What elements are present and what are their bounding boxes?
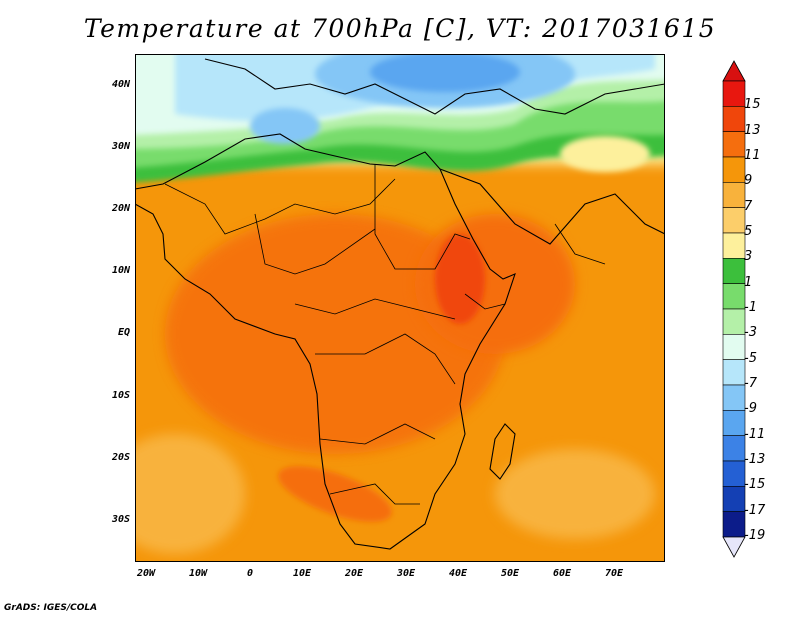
legend-label: -15	[744, 477, 766, 493]
lon-label-40e: 40E	[448, 568, 468, 579]
coastlines	[135, 58, 665, 550]
lon-label-0: 0	[246, 568, 254, 579]
lon-label-50e: 50E	[500, 568, 520, 579]
legend-swatch	[722, 435, 746, 462]
legend-label: -3	[744, 325, 757, 341]
border	[315, 333, 456, 385]
legend-swatch	[722, 182, 746, 208]
legend-label: 15	[744, 97, 761, 113]
legend-label: -19	[744, 528, 766, 543]
border	[294, 298, 456, 320]
legend-swatch	[722, 511, 746, 538]
legend-swatch	[722, 308, 746, 335]
legend-swatch	[722, 460, 746, 487]
legend-swatch	[722, 334, 746, 360]
field-warm-south	[278, 466, 392, 522]
lon-label-20e: 20E	[344, 568, 364, 579]
temperature-map	[135, 54, 665, 562]
legend-label: -1	[744, 300, 757, 315]
field-cold-patch	[250, 108, 320, 144]
country-borders	[164, 164, 606, 505]
lat-label-10n: 10N	[111, 265, 130, 276]
legend-swatch	[722, 384, 746, 411]
lat-label-20n: 20N	[111, 203, 130, 214]
legend-label: 11	[744, 148, 761, 163]
field-cool-indian	[495, 449, 655, 539]
legend-label: 1	[744, 274, 753, 290]
lon-label-10w: 10W	[188, 568, 208, 579]
border	[329, 483, 420, 505]
color-legend	[722, 60, 746, 558]
lat-label-30s: 30S	[111, 514, 130, 525]
lat-label-10s: 10S	[111, 390, 130, 401]
field-arabia	[560, 136, 650, 172]
lon-label-60e: 60E	[552, 568, 572, 579]
border	[254, 213, 376, 275]
legend-label: -13	[744, 452, 766, 467]
legend-label: 13	[744, 122, 761, 138]
lon-label-20w: 20W	[136, 568, 156, 579]
lat-label-40n: 40N	[111, 79, 130, 90]
field-warm-ethiopia	[435, 234, 485, 324]
legend-swatch	[722, 156, 746, 183]
border	[374, 164, 471, 270]
legend-top-arrow	[722, 60, 746, 82]
europe-coastline	[204, 58, 665, 115]
legend-label: -7	[744, 376, 757, 391]
lat-label-20s: 20S	[111, 452, 130, 463]
legend-swatch	[722, 410, 746, 436]
legend-swatch	[722, 207, 746, 234]
lon-label-10e: 10E	[292, 568, 312, 579]
border	[554, 223, 606, 265]
legend-label: -5	[744, 350, 757, 366]
arabia-coastline	[439, 168, 665, 245]
legend-label: 9	[744, 173, 753, 189]
border	[464, 293, 506, 310]
legend-label: 7	[744, 198, 753, 214]
border	[319, 423, 436, 445]
map-title: Temperature at 700hPa [C], VT: 201703161…	[83, 14, 717, 43]
lat-label-30n: 30N	[111, 141, 130, 152]
field-cool-atlantic	[135, 434, 245, 554]
legend-swatch	[722, 106, 746, 132]
legend-swatch	[722, 258, 746, 284]
map-canvas	[135, 54, 665, 562]
field-cold-center	[370, 54, 520, 92]
legend-swatch	[722, 283, 746, 310]
legend-label: -17	[744, 502, 766, 518]
legend-bottom-arrow	[722, 536, 746, 558]
madagascar-coastline	[489, 423, 516, 480]
lon-label-70e: 70E	[604, 568, 624, 579]
legend-label: -11	[744, 426, 766, 442]
africa-coastline	[135, 133, 516, 550]
legend-label: 5	[744, 224, 753, 239]
map-frame	[135, 54, 665, 562]
legend-swatch	[722, 80, 746, 107]
legend-swatch	[722, 359, 746, 386]
lon-label-30e: 30E	[396, 568, 416, 579]
grads-credit: GrADS: IGES/COLA	[4, 603, 98, 613]
lat-label-eq: EQ	[117, 327, 130, 338]
legend-label: -9	[744, 401, 757, 417]
legend-label: 3	[744, 249, 753, 265]
legend-swatch	[722, 486, 746, 512]
border	[164, 178, 396, 235]
legend-swatch	[722, 232, 746, 259]
legend-swatch	[722, 131, 746, 158]
